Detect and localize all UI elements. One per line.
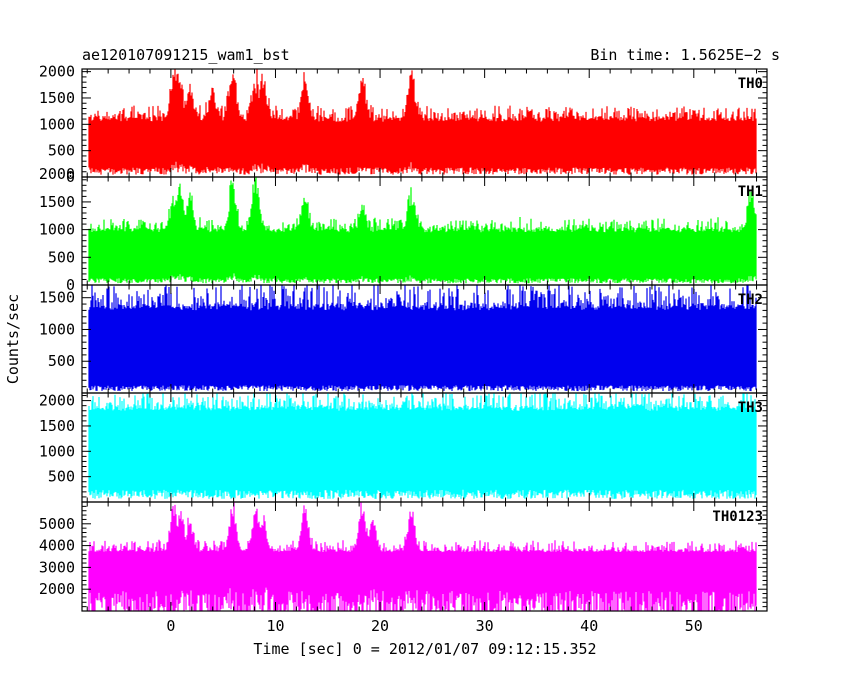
y-tick-label: 500 <box>48 352 75 370</box>
panel-th3: 500 1000 1500 2000 TH3 <box>39 392 768 503</box>
x-tick-label: 30 <box>476 617 494 635</box>
y-tick-label: 2000 <box>39 580 75 598</box>
panel-name-label: TH3 <box>738 400 763 416</box>
y-axis-label: Counts/sec <box>4 294 22 384</box>
x-tick-label: 10 <box>266 617 284 635</box>
series-th0123 <box>88 502 757 611</box>
y-tick-label: 5000 <box>39 515 75 533</box>
series-th3 <box>88 393 757 499</box>
y-tick-label: 1000 <box>39 115 75 133</box>
y-tick-label: 0 <box>66 168 75 186</box>
y-tick-label: 4000 <box>39 537 75 555</box>
panel-name-label: TH2 <box>738 292 763 308</box>
y-tick-label: 1000 <box>39 221 75 239</box>
x-axis-label: Time [sec] 0 = 2012/01/07 09:12:15.352 <box>253 640 596 658</box>
y-tick-label: 1500 <box>39 193 75 211</box>
y-tick-label: 2000 <box>39 392 75 410</box>
panel-th0: 0 500 1000 1500 2000 TH0 <box>39 63 768 186</box>
y-tick-label: 500 <box>48 142 75 160</box>
x-tick-label: 0 <box>166 617 175 635</box>
y-tick-label: 2000 <box>39 165 75 183</box>
series-th1 <box>88 177 757 284</box>
panel-name-label: TH0123 <box>712 509 763 525</box>
x-tick-label: 40 <box>580 617 598 635</box>
y-tick-label: 500 <box>48 248 75 266</box>
x-tick-label: 50 <box>685 617 703 635</box>
panel-frame <box>81 501 768 612</box>
x-tick-label: 20 <box>371 617 389 635</box>
panel-name-label: TH1 <box>738 184 763 200</box>
series-th0 <box>88 69 757 175</box>
chart-title: ae120107091215_wam1_bst <box>82 46 290 64</box>
y-tick-label: 1000 <box>39 442 75 460</box>
y-tick-label: 1000 <box>39 320 75 338</box>
panel-th1: 0 500 1000 1500 2000 TH1 <box>39 165 768 294</box>
panel-th2: 500 1000 1500 TH2 <box>39 284 768 394</box>
y-tick-label: 1500 <box>39 89 75 107</box>
y-tick-label: 500 <box>48 468 75 486</box>
y-tick-label: 1500 <box>39 417 75 435</box>
y-tick-label: 2000 <box>39 63 75 81</box>
panel-th0123: 2000 3000 4000 5000 TH0123 <box>39 501 768 612</box>
x-tick-labels: 0 10 20 30 40 50 <box>166 617 702 635</box>
panels-group: 0500100015002000TH00500100015002000TH150… <box>39 63 768 635</box>
y-tick-label: 1500 <box>39 289 75 307</box>
panel-name-label: TH0 <box>738 76 763 92</box>
bin-time-label: Bin time: 1.5625E−2 s <box>590 46 780 64</box>
y-tick-label: 0 <box>66 276 75 294</box>
y-tick-label: 3000 <box>39 558 75 576</box>
series-th2 <box>88 285 757 392</box>
